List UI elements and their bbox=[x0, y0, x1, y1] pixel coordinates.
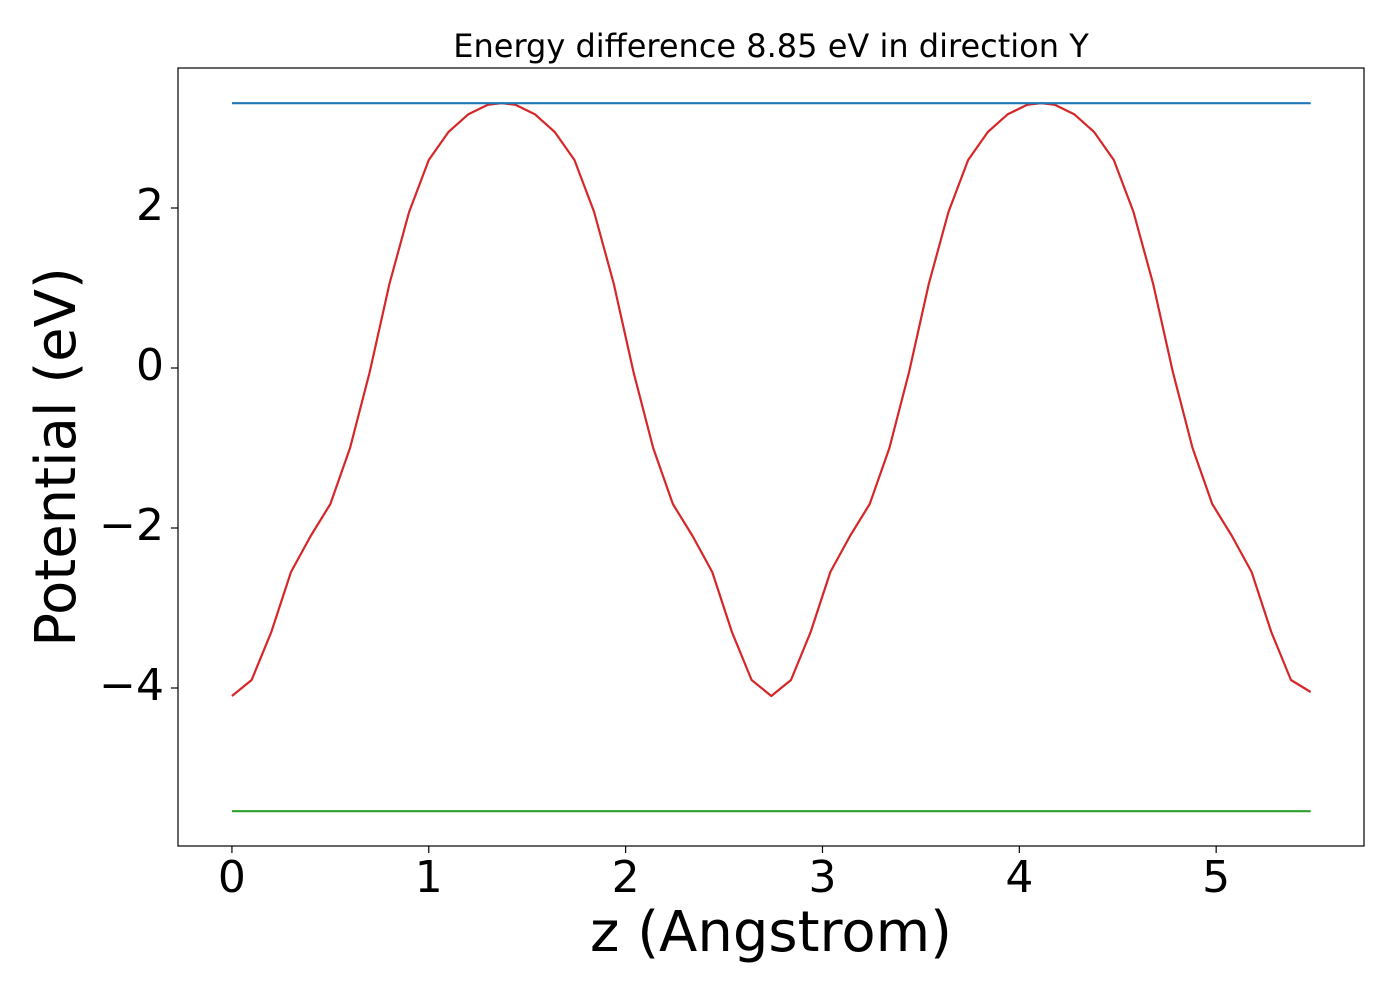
y-tick-label: 2 bbox=[136, 180, 164, 231]
x-axis-label: z (Angstrom) bbox=[590, 900, 952, 965]
x-tick-label: 0 bbox=[218, 852, 246, 903]
x-tick-label: 2 bbox=[612, 852, 640, 903]
x-tick-label: 4 bbox=[1005, 852, 1033, 903]
line-series bbox=[231, 102, 1312, 698]
plot-frame bbox=[177, 67, 1365, 847]
y-tick-label: −4 bbox=[99, 660, 164, 711]
chart-title: Energy difference 8.85 eV in direction Y bbox=[453, 27, 1089, 65]
x-tick-label: 1 bbox=[415, 852, 443, 903]
x-tick-label: 3 bbox=[808, 852, 836, 903]
y-axis-label: Potential (eV) bbox=[24, 267, 89, 647]
y-tick-label: 0 bbox=[136, 340, 164, 391]
y-tick-label: −2 bbox=[99, 500, 164, 551]
x-tick-label: 5 bbox=[1202, 852, 1230, 903]
